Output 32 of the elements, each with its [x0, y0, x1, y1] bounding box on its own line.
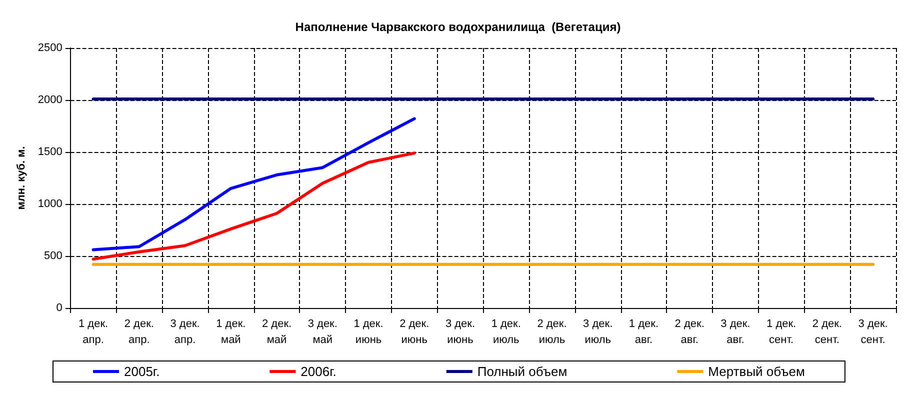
x-tick-label: 1 дек. авг. [628, 318, 659, 346]
legend-label: Полный объем [477, 364, 568, 379]
x-tick-label: 3 дек. май [308, 318, 338, 346]
legend-label: 2006г. [300, 364, 336, 379]
y-tick-label: 2000 [38, 94, 62, 106]
x-tick-label: 2 дек. авг. [674, 318, 704, 346]
x-tick-label: 1 дек. июнь [354, 318, 384, 346]
y-tick-label: 500 [44, 250, 62, 262]
x-tick-label: 1 дек. апр. [78, 318, 108, 346]
x-tick-label: 3 дек. июнь [445, 318, 476, 346]
x-tick-label: 2 дек. май [262, 318, 292, 346]
y-axis-title: млн. куб. м. [16, 146, 28, 210]
line-series [92, 117, 416, 252]
x-tick-label: 2 дек. апр. [124, 318, 154, 346]
x-tick-label: 3 дек. июль [583, 318, 613, 346]
x-tick-label: 1 дек. июль [491, 318, 521, 346]
y-tick-label: 0 [56, 302, 62, 314]
x-tick-label: 2 дек. июль [537, 318, 567, 346]
x-tick-label: 3 дек. авг. [720, 318, 750, 346]
x-tick-label: 2 дек. июнь [400, 318, 430, 346]
y-tick-label: 1000 [38, 198, 62, 210]
x-tick-label: 1 дек. сент. [766, 318, 796, 346]
y-tick-label: 1500 [38, 146, 62, 158]
chart-title: Наполнение Чарвакского водохранилища (Вегетация) [295, 20, 621, 34]
legend-label: 2005г. [124, 364, 160, 379]
y-tick-label: 2500 [38, 42, 62, 54]
x-tick-label: 3 дек. сент. [858, 318, 888, 346]
legend-label: Мертвый объем [708, 364, 806, 379]
line-series [92, 152, 416, 261]
x-tick-label: 1 дек. май [216, 318, 246, 346]
x-tick-label: 2 дек. сент. [812, 318, 842, 346]
x-tick-label: 3 дек. апр. [170, 318, 200, 346]
